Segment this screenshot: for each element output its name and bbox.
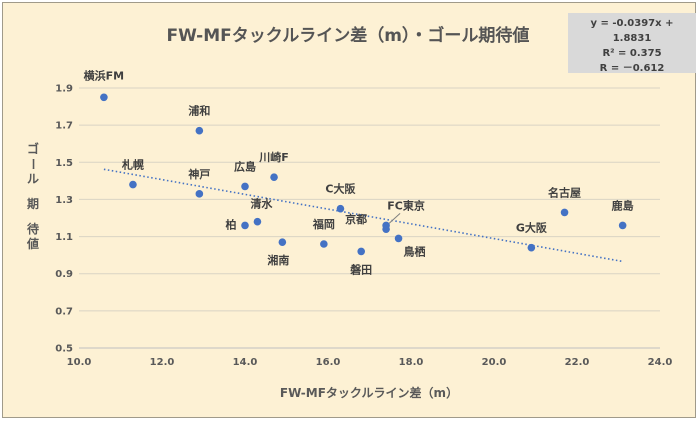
data-point [336,204,345,213]
data-points [100,93,627,256]
data-point [320,240,328,248]
x-tick-label: 24.0 [648,357,673,368]
data-point [382,225,390,233]
regression-equation: y = -0.0397x + 1.8831 [590,18,674,44]
data-point [195,190,204,198]
data-point [618,221,627,230]
y-axis-label: ゴール期待値 [26,141,40,251]
data-point [270,173,278,181]
correlation-r: R = －0.612 [599,63,665,74]
x-axis-label: FW-MFタックルライン差（m） [280,385,458,400]
y-axis-label-char: 待 [27,221,39,236]
point-label: 鳥栖 [404,244,426,258]
y-axis-label-char: ー [26,158,40,170]
point-label: FC東京 [387,198,425,212]
point-label: 磐田 [350,262,372,276]
point-label: 清水 [250,197,273,211]
point-label: C大阪 [325,182,356,196]
gridlines [79,87,660,349]
x-tick-label: 16.0 [316,357,341,368]
x-tick-label: 12.0 [150,357,175,368]
y-tick-label: 0.7 [55,306,73,317]
y-tick-label: 1.3 [55,195,73,206]
x-tick-label: 22.0 [565,357,590,368]
leader-line [388,213,401,224]
data-point [195,126,204,135]
data-point [394,234,403,243]
data-point [241,182,249,191]
y-axis-label-char: ル [27,172,39,186]
point-label: G大阪 [516,221,548,235]
y-tick-label: 0.9 [55,269,73,280]
scatter-chart: FW-MFタックルライン差（m）・ゴール期待値 0.5 0.7 0.9 1.1 1.3 1… [26,25,672,400]
data-point [357,247,366,256]
point-label: 浦和 [188,104,210,118]
data-point [129,180,137,189]
y-tick-label: 1.7 [55,121,73,132]
y-tick-label: 1.9 [55,84,73,95]
point-label: 柏 [226,217,237,231]
point-label: 鹿島 [612,198,634,212]
data-point [278,238,287,246]
point-label: 福岡 [312,217,335,231]
point-label: 川崎F [258,150,289,164]
data-point [100,93,108,102]
point-label: 湘南 [267,253,289,267]
point-label: 広島 [234,159,256,173]
data-point [527,243,536,252]
point-label: 札幌 [121,158,144,172]
x-tick-label: 20.0 [482,357,507,368]
x-tick-label: 14.0 [233,357,258,368]
chart-title: FW-MFタックルライン差（m）・ゴール期待値 [167,25,530,46]
x-tick-label: 10.0 [67,357,92,368]
y-axis-label-char: 値 [26,236,39,251]
equation-box: y = -0.0397x + 1.8831 R² = 0.375 R = －0.… [568,13,696,74]
y-axis-label-char: ゴ [27,141,39,156]
point-label: 横浜FM [84,68,124,82]
point-label: 京都 [345,212,367,226]
point-label: 神戸 [188,167,210,181]
tick-labels: 0.5 0.7 0.9 1.1 1.3 1.5 1.7 1.9 10.0 12.0 14.0 16.0… [55,84,672,369]
y-axis-label-char: 期 [27,196,39,211]
data-point [560,208,569,217]
x-tick-label: 18.0 [399,357,424,368]
y-tick-label: 1.1 [55,232,73,243]
point-label: 名古屋 [548,185,581,199]
data-point [241,221,249,230]
data-point [253,217,262,226]
y-tick-label: 1.5 [55,158,73,169]
chart-area: FW-MFタックルライン差（m）・ゴール期待値 0.5 0.7 0.9 1.1 1.3 1… [2,2,696,418]
y-tick-label: 0.5 [55,344,73,355]
r-squared: R² = 0.375 [602,48,662,59]
